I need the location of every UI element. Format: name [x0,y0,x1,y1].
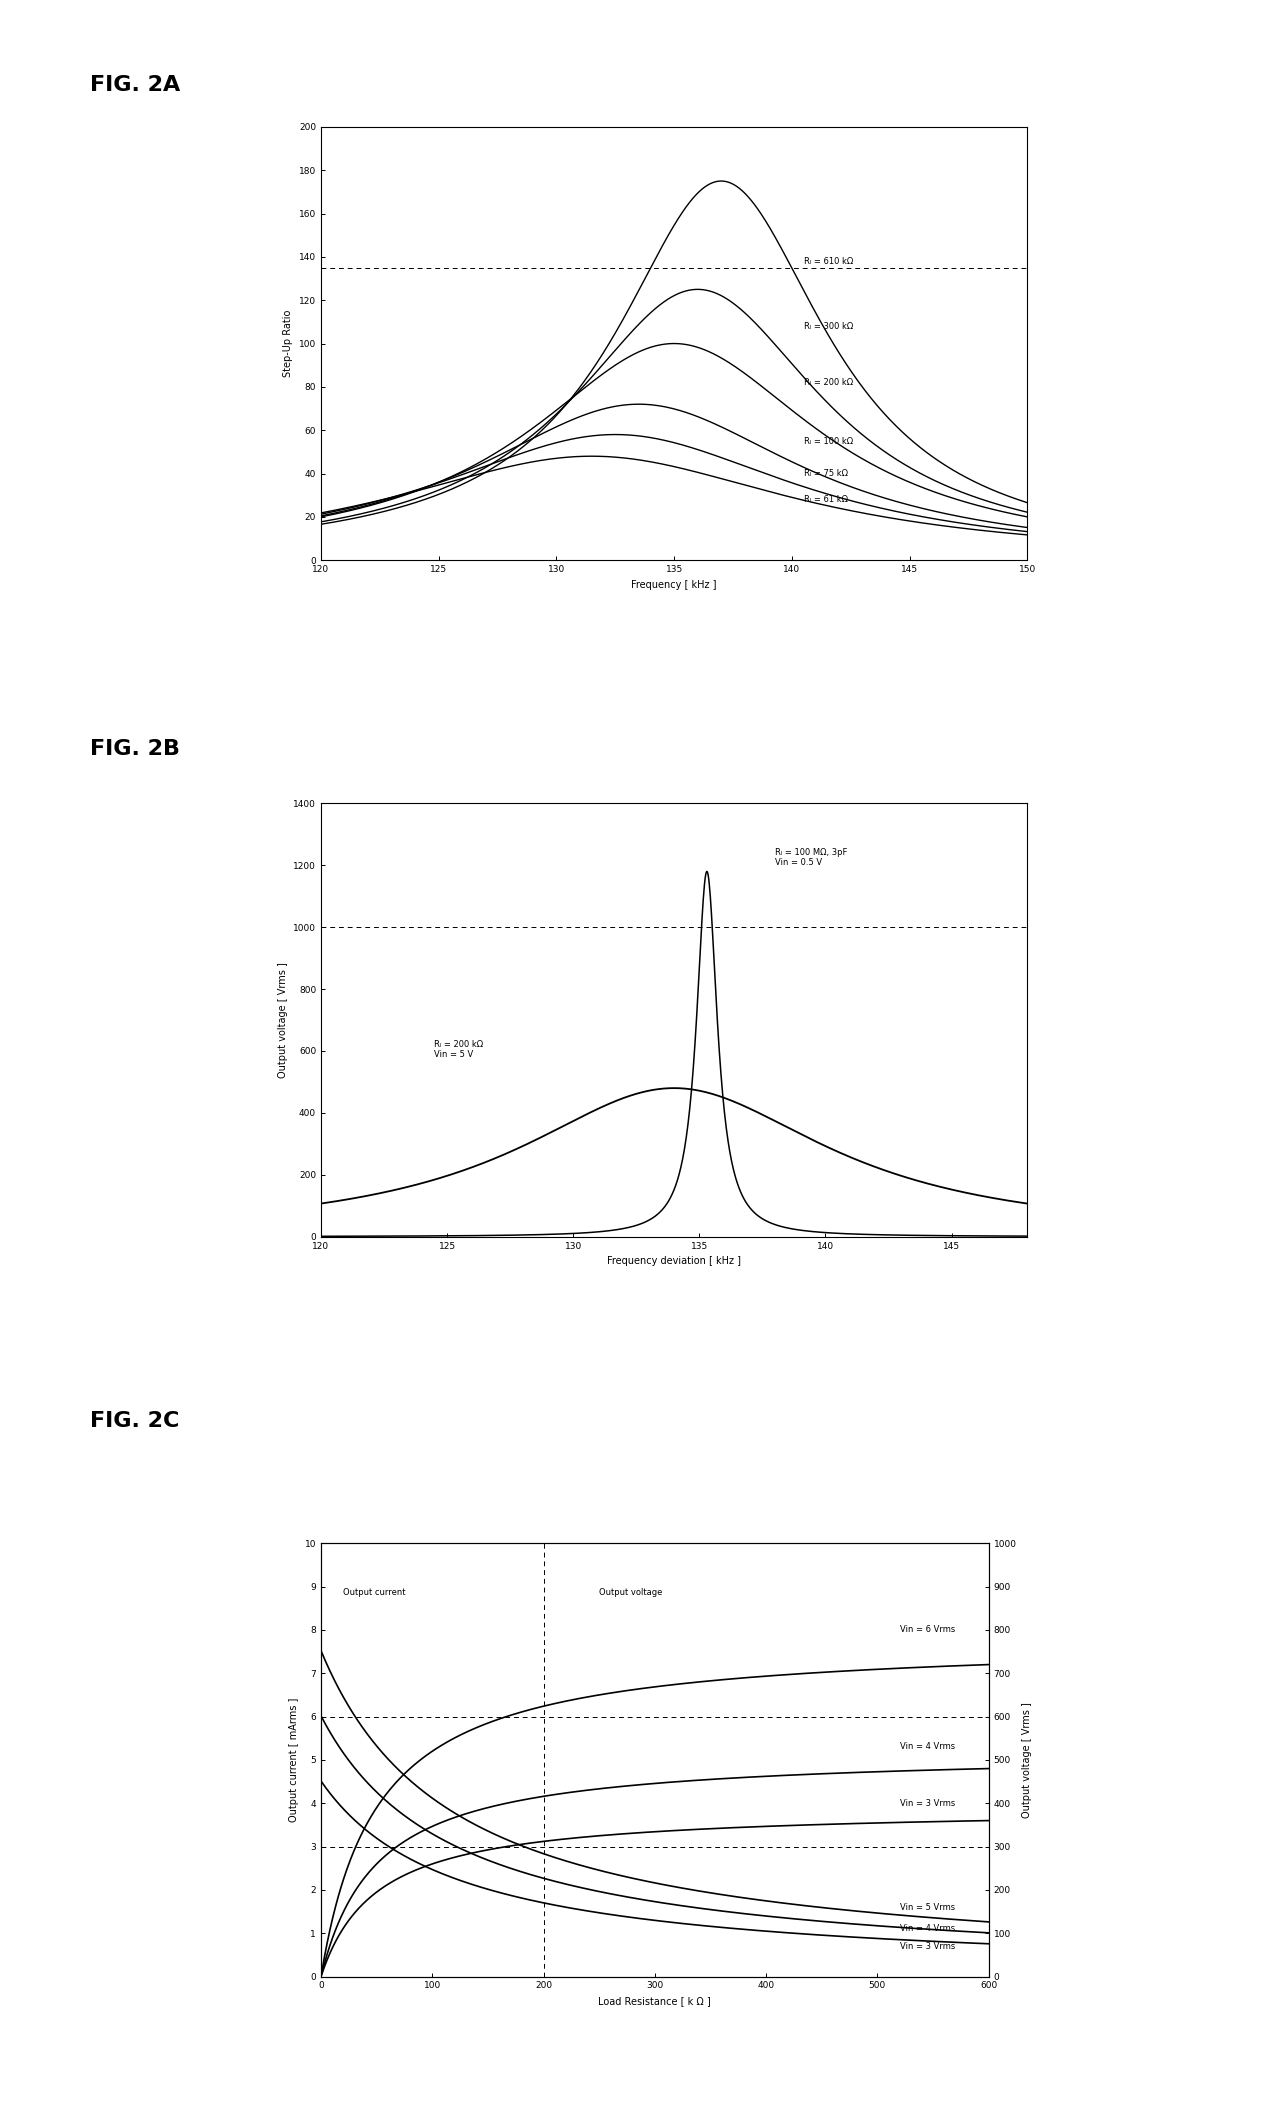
Text: Rₗ = 200 kΩ
Vin = 5 V: Rₗ = 200 kΩ Vin = 5 V [434,1040,484,1059]
X-axis label: Frequency [ kHz ]: Frequency [ kHz ] [632,579,716,590]
Text: Rₗ = 61 kΩ: Rₗ = 61 kΩ [804,495,847,503]
Text: Rₗ = 75 kΩ: Rₗ = 75 kΩ [804,469,847,478]
Text: Rₗ = 200 kΩ: Rₗ = 200 kΩ [804,378,853,387]
Text: Output current: Output current [343,1588,406,1598]
Text: Vin = 4 Vrms: Vin = 4 Vrms [900,1742,955,1750]
Text: Output voltage: Output voltage [600,1588,663,1598]
Text: FIG. 2B: FIG. 2B [90,738,180,759]
Text: FIG. 2C: FIG. 2C [90,1410,180,1431]
Y-axis label: Step-Up Ratio: Step-Up Ratio [284,311,293,376]
Text: Vin = 4 Vrms: Vin = 4 Vrms [900,1924,955,1934]
Text: Vin = 5 Vrms: Vin = 5 Vrms [900,1903,955,1911]
Text: Rₗ = 610 kΩ: Rₗ = 610 kΩ [804,256,853,266]
Text: Rₗ = 100 MΩ, 3pF
Vin = 0.5 V: Rₗ = 100 MΩ, 3pF Vin = 0.5 V [776,848,847,867]
Text: Rₗ = 300 kΩ: Rₗ = 300 kΩ [804,321,853,330]
Y-axis label: Output current [ mArms ]: Output current [ mArms ] [289,1698,299,1822]
Text: Vin = 3 Vrms: Vin = 3 Vrms [900,1943,955,1951]
X-axis label: Frequency deviation [ kHz ]: Frequency deviation [ kHz ] [607,1256,741,1266]
Text: Vin = 3 Vrms: Vin = 3 Vrms [900,1799,955,1807]
Y-axis label: Output voltage [ Vrms ]: Output voltage [ Vrms ] [277,962,288,1078]
Text: Vin = 6 Vrms: Vin = 6 Vrms [900,1626,955,1634]
X-axis label: Load Resistance [ k Ω ]: Load Resistance [ k Ω ] [598,1996,711,2006]
Text: FIG. 2A: FIG. 2A [90,74,180,95]
Y-axis label: Output voltage [ Vrms ]: Output voltage [ Vrms ] [1022,1702,1032,1818]
Text: Rₗ = 100 kΩ: Rₗ = 100 kΩ [804,435,853,446]
